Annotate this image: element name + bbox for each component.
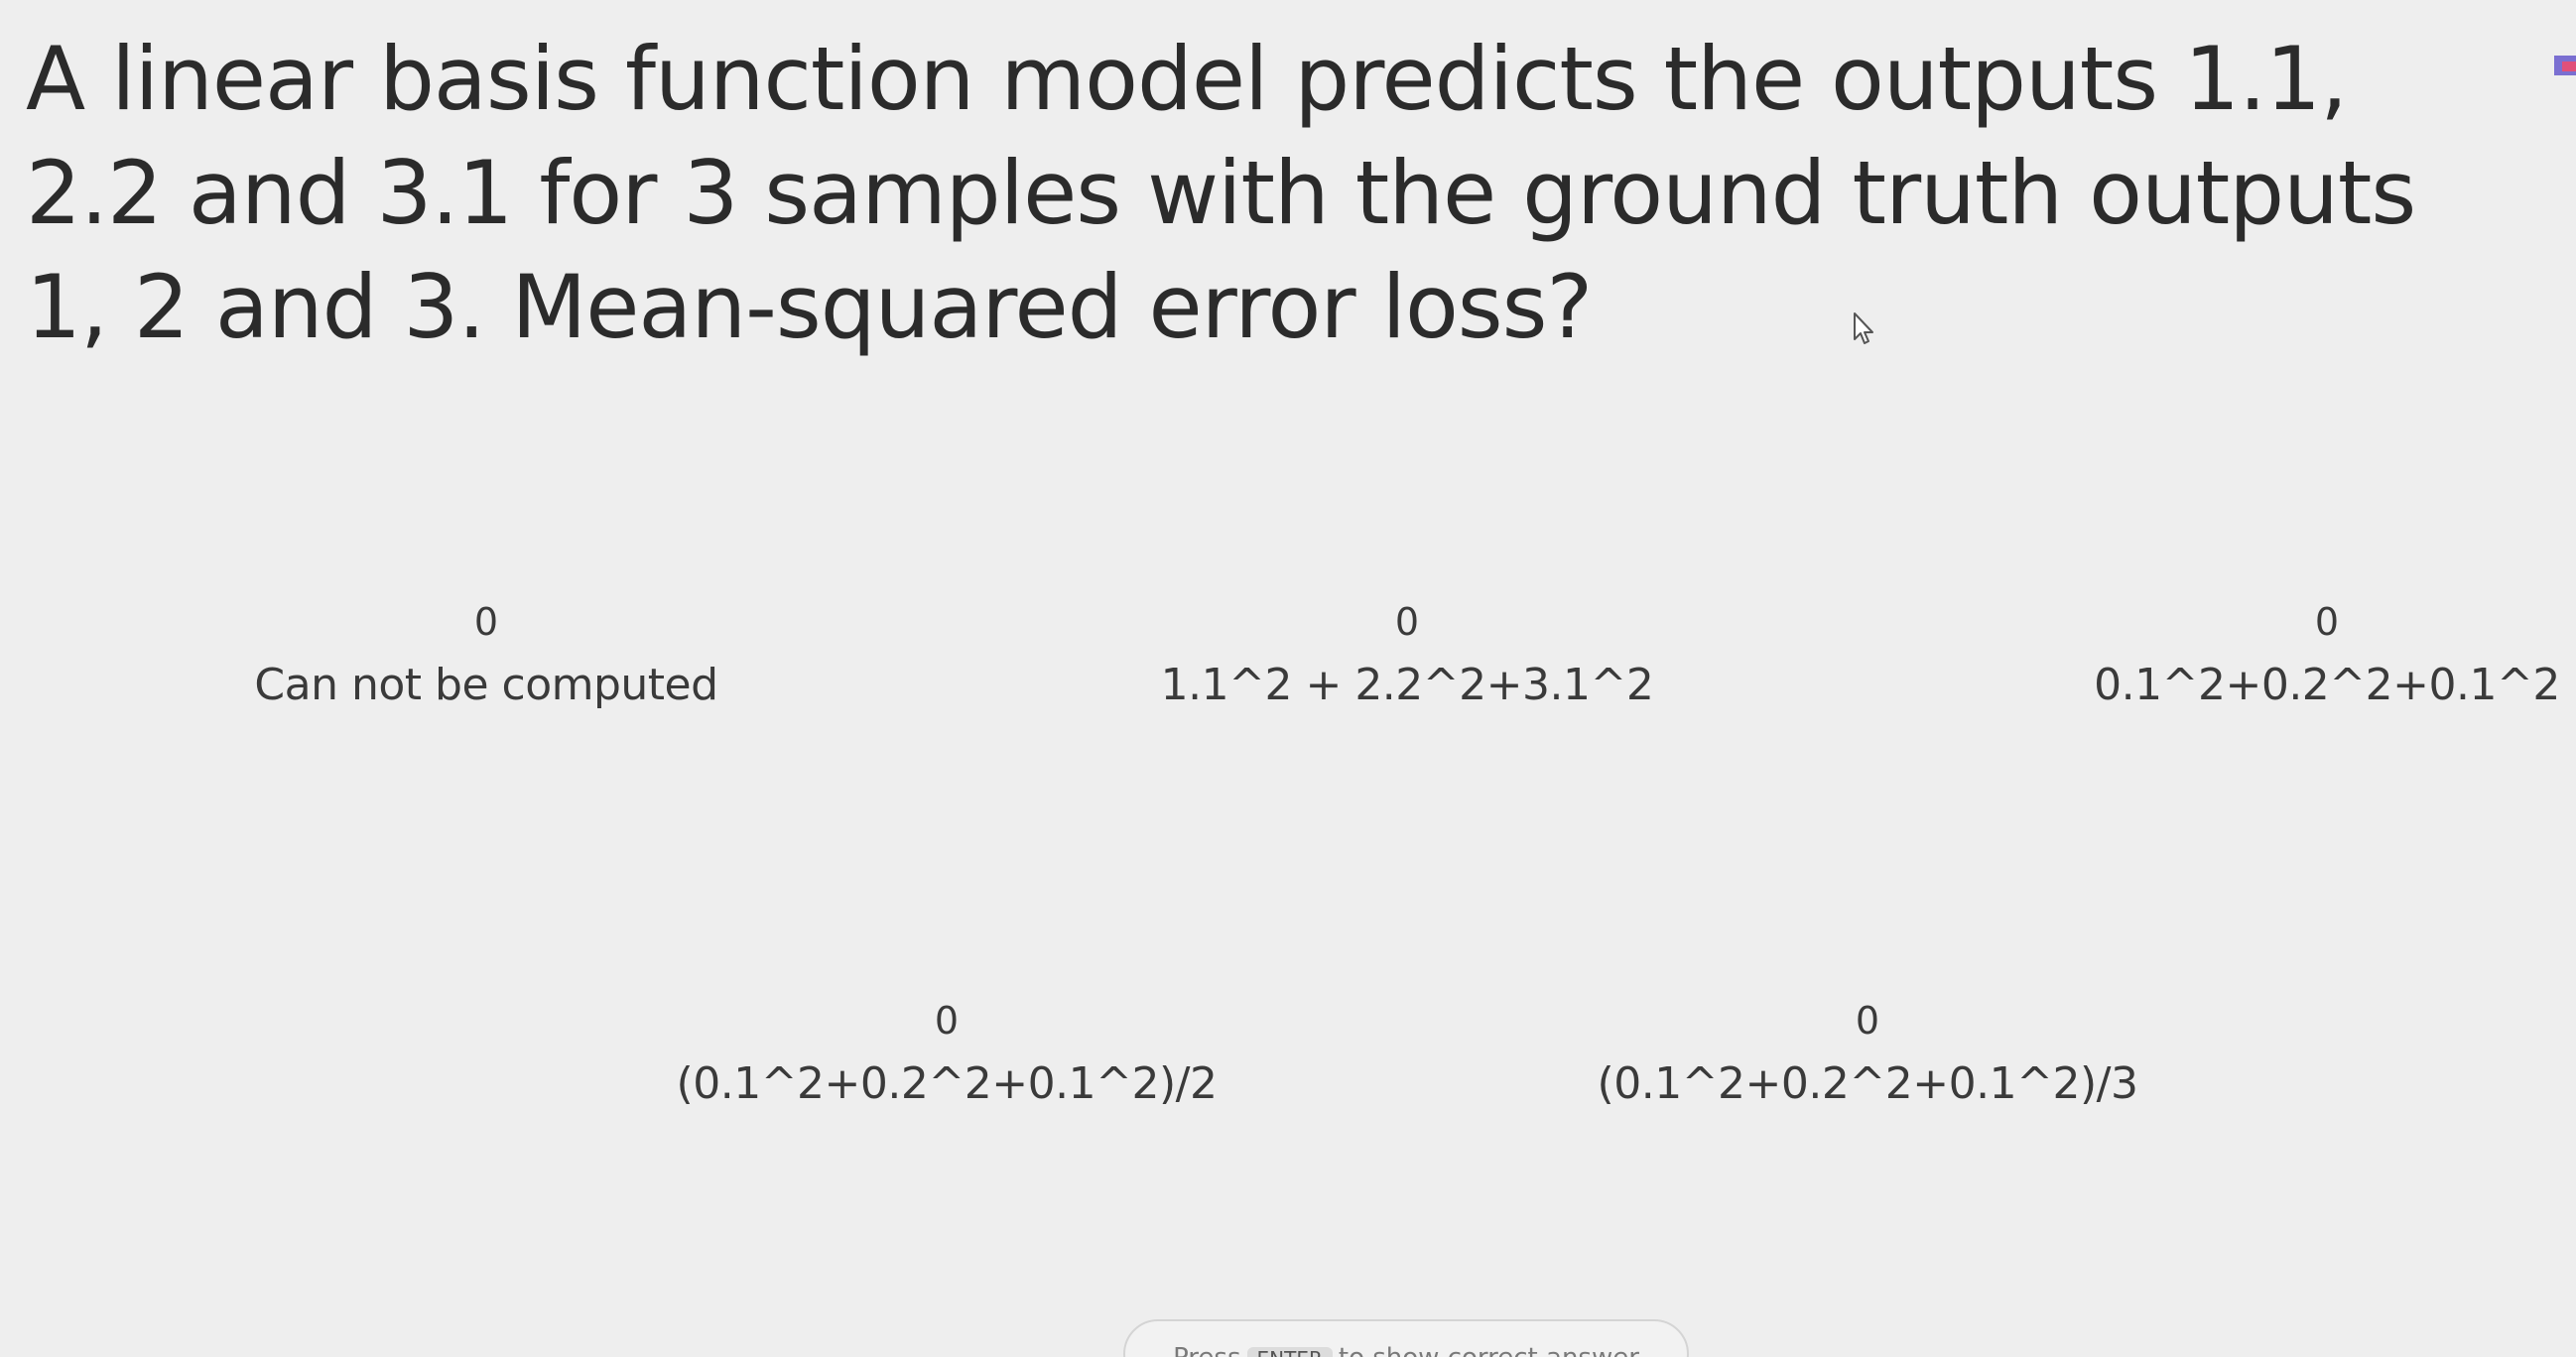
enter-key-chip: ENTER — [1246, 1347, 1333, 1357]
hint-prefix: Press — [1173, 1343, 1240, 1357]
option-vote-count: 0 — [1394, 600, 1420, 644]
option-vote-count: 0 — [934, 999, 960, 1043]
hint-suffix: to show correct answer — [1339, 1343, 1639, 1357]
option-2[interactable]: 0 1.1^2 + 2.2^2+3.1^2 — [1060, 598, 1754, 713]
option-label: Can not be computed — [254, 660, 718, 710]
mouse-pointer-icon — [1854, 312, 1873, 344]
option-vote-count: 0 — [473, 600, 499, 644]
option-4[interactable]: 0 (0.1^2+0.2^2+0.1^2)/2 — [599, 997, 1294, 1112]
option-vote-count: 0 — [1855, 999, 1880, 1043]
presenter-badge-icon — [2554, 56, 2576, 75]
question-title: A linear basis function model predicts t… — [26, 28, 2416, 358]
option-vote-count: 0 — [2314, 600, 2340, 644]
option-label: (0.1^2+0.2^2+0.1^2)/3 — [1597, 1058, 2138, 1109]
option-label: (0.1^2+0.2^2+0.1^2)/2 — [676, 1058, 1218, 1109]
option-5[interactable]: 0 (0.1^2+0.2^2+0.1^2)/3 — [1520, 997, 2215, 1112]
option-1[interactable]: 0 Can not be computed — [139, 598, 834, 713]
show-answer-hint: Press ENTER to show correct answer — [1123, 1319, 1689, 1357]
option-label: 1.1^2 + 2.2^2+3.1^2 — [1160, 660, 1654, 710]
option-label: 0.1^2+0.2^2+0.1^2 — [2094, 660, 2560, 710]
option-3[interactable]: 0 0.1^2+0.2^2+0.1^2 — [1980, 598, 2576, 713]
